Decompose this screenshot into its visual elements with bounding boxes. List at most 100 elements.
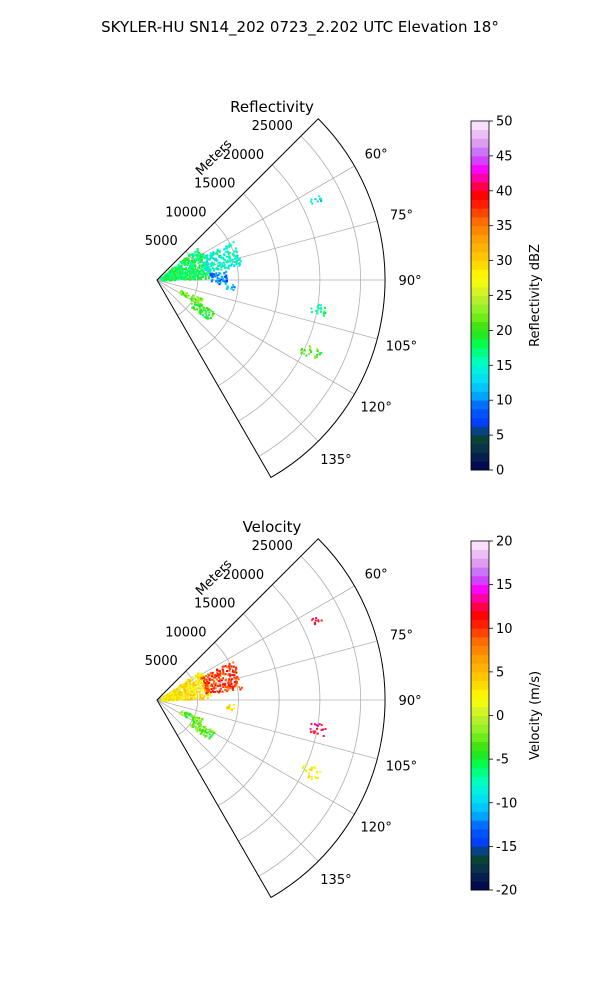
echo-gate [201, 264, 204, 267]
echo-gate [192, 294, 194, 297]
echo-gate [235, 676, 238, 679]
echo-gate [193, 254, 196, 256]
echo-gate [195, 727, 197, 730]
echo-gate [219, 281, 222, 284]
echo-gate [185, 713, 188, 716]
echo-gate [196, 274, 199, 276]
echo-gate [198, 252, 201, 255]
echo-gate [191, 268, 194, 271]
echo-gate [212, 257, 215, 260]
echo-gate [231, 687, 234, 689]
colorbar-tick-label: -15 [496, 840, 517, 855]
echo-gate [193, 724, 196, 727]
echo-gate [180, 265, 183, 267]
echo-gate [314, 355, 316, 358]
echo-field [160, 195, 327, 359]
echo-gate [175, 270, 178, 273]
echo-gate [172, 271, 175, 274]
echo-gate [197, 276, 200, 279]
echo-gate [217, 676, 220, 679]
echo-gate [174, 274, 177, 277]
echo-gate [318, 353, 321, 356]
echo-gate [222, 671, 225, 674]
echo-gate [182, 683, 185, 686]
echo-gate [185, 683, 188, 685]
echo-gate [222, 683, 225, 686]
echo-gate [181, 273, 184, 275]
echo-gate [310, 307, 313, 310]
reflectivity-panel: Reflectivity500010000150002000025000Mete… [145, 98, 543, 479]
echo-gate [188, 255, 190, 258]
echo-gate [203, 257, 206, 259]
echo-gate [196, 254, 199, 256]
echo-gate [200, 679, 202, 682]
colorbar-segment [471, 260, 489, 270]
echo-gate [226, 685, 229, 688]
echo-gate [168, 278, 171, 281]
echo-gate [195, 273, 198, 276]
colorbar-segment [471, 225, 489, 235]
colorbar-segment [471, 802, 489, 812]
echo-gate [174, 279, 176, 282]
echo-gate [305, 354, 308, 357]
echo-gate [187, 712, 190, 715]
colorbar-segment [471, 121, 489, 131]
echo-gate [207, 694, 210, 697]
colorbar-segment [471, 654, 489, 664]
echo-gate [230, 708, 233, 711]
azimuth-spoke [156, 279, 319, 442]
echo-gate [197, 304, 200, 306]
echo-gate [197, 721, 200, 724]
echo-gate [236, 259, 238, 262]
echo-gate [215, 272, 218, 275]
echo-gate [301, 348, 303, 350]
echo-gate [225, 274, 228, 277]
echo-gate [211, 274, 213, 277]
echo-gate [187, 698, 190, 701]
echo-gate [195, 679, 198, 682]
echo-gate [189, 691, 191, 694]
echo-gate [215, 267, 218, 270]
echo-gate [190, 302, 193, 305]
echo-gate [235, 671, 238, 674]
echo-gate [188, 679, 191, 681]
echo-gate [170, 699, 173, 702]
echo-gate [198, 681, 201, 684]
echo-gate [213, 685, 216, 688]
echo-gate [176, 699, 179, 701]
colorbar-segment [471, 339, 489, 349]
colorbar-segment [471, 347, 489, 357]
echo-gate [228, 708, 231, 711]
sector-outline [156, 118, 386, 479]
echo-gate [207, 731, 210, 734]
colorbar-segment [471, 872, 489, 882]
echo-gate [221, 672, 224, 675]
echo-gate [206, 678, 209, 681]
echo-gate [173, 266, 176, 269]
echo-gate [196, 295, 199, 298]
colorbar-label: Reflectivity dBZ [528, 244, 543, 347]
echo-gate [169, 273, 172, 276]
echo-gate [163, 696, 166, 698]
colorbar-segment [471, 828, 489, 839]
colorbar-tick-label: 45 [496, 149, 513, 164]
range-tick-label: 25000 [252, 119, 293, 134]
echo-gate [198, 299, 201, 302]
echo-gate [211, 678, 214, 681]
echo-gate [191, 684, 194, 687]
echo-gate [202, 733, 205, 736]
echo-gate [234, 684, 236, 687]
colorbar-segment [471, 461, 489, 471]
echo-gate [192, 684, 195, 687]
echo-gate [307, 776, 310, 779]
colorbar-segment [471, 558, 489, 568]
echo-gate [201, 690, 204, 693]
echo-gate [178, 692, 181, 695]
echo-gate [322, 312, 325, 315]
echo-gate [213, 269, 216, 272]
echo-gate [316, 200, 319, 203]
echo-gate [173, 269, 176, 272]
echo-gate [315, 776, 318, 779]
echo-gate [225, 270, 228, 273]
echo-gate [214, 687, 217, 690]
